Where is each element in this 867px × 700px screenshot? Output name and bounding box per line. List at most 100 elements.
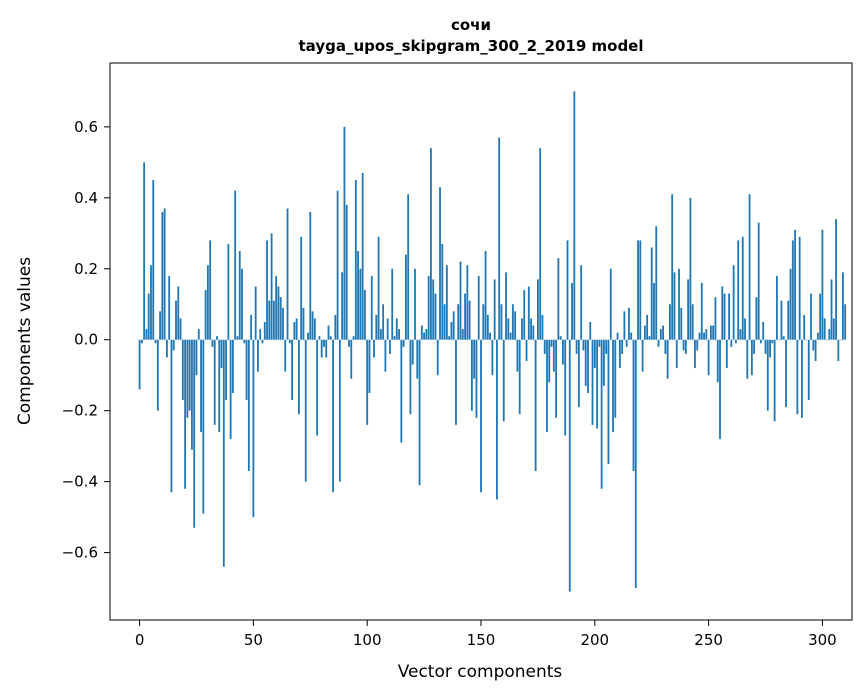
- bar: [814, 339, 817, 362]
- bar: [521, 318, 523, 340]
- bar: [343, 126, 346, 340]
- bar: [211, 339, 214, 347]
- bar: [623, 311, 626, 340]
- bar: [168, 275, 171, 340]
- bar: [238, 251, 241, 340]
- bar: [341, 272, 344, 340]
- bar: [229, 339, 232, 440]
- bar: [539, 148, 542, 340]
- bar: [546, 339, 548, 432]
- bar: [518, 339, 521, 415]
- bar: [810, 293, 812, 340]
- bar: [773, 339, 776, 422]
- bar: [145, 329, 148, 340]
- bar: [270, 233, 273, 340]
- bar: [311, 311, 314, 340]
- bar: [760, 339, 762, 344]
- bar: [329, 336, 332, 340]
- bar: [209, 240, 212, 340]
- x-tick-label: 50: [244, 631, 263, 649]
- bar: [470, 339, 473, 411]
- bar: [714, 297, 717, 340]
- bar: [746, 339, 749, 379]
- bar: [254, 286, 257, 340]
- bar: [284, 339, 287, 372]
- bar: [232, 339, 234, 393]
- bar: [400, 339, 403, 443]
- bar: [732, 265, 735, 340]
- bar: [523, 290, 526, 340]
- bar: [564, 339, 567, 436]
- bar: [807, 339, 810, 401]
- bar: [666, 339, 669, 379]
- bar: [468, 300, 471, 340]
- bar: [632, 339, 635, 471]
- y-tick-label: 0.4: [74, 189, 98, 207]
- bar: [218, 339, 221, 432]
- bar: [404, 254, 407, 340]
- bar: [625, 339, 628, 347]
- bar: [766, 339, 769, 411]
- bar: [282, 307, 284, 340]
- bar: [716, 339, 719, 383]
- bar: [464, 293, 466, 340]
- bar: [684, 339, 687, 354]
- bar: [443, 304, 446, 340]
- bar: [245, 339, 248, 401]
- bar: [186, 339, 189, 418]
- plot-frame: [109, 62, 853, 621]
- x-tick-label: 300: [808, 631, 837, 649]
- bar: [744, 318, 746, 340]
- bar: [452, 311, 455, 340]
- bar: [291, 339, 293, 401]
- bar: [243, 339, 246, 344]
- bar: [737, 240, 740, 340]
- bar: [279, 297, 282, 340]
- bar: [778, 339, 781, 341]
- bar: [700, 282, 703, 340]
- bar: [159, 311, 161, 340]
- bar-series: [138, 91, 847, 592]
- bar: [389, 339, 391, 354]
- bar: [762, 321, 765, 340]
- bar: [741, 236, 744, 340]
- bar: [402, 339, 405, 347]
- x-tick-label: 100: [353, 631, 382, 649]
- bar: [678, 268, 680, 340]
- bar: [671, 194, 674, 340]
- bar: [197, 329, 200, 340]
- bar: [382, 304, 385, 340]
- bar: [687, 279, 690, 340]
- bar: [313, 318, 316, 340]
- bar: [300, 236, 303, 340]
- bar: [466, 265, 469, 340]
- bar: [150, 265, 152, 340]
- bar: [816, 332, 819, 340]
- bar: [448, 336, 451, 340]
- bar: [505, 272, 507, 340]
- bar: [334, 314, 337, 340]
- bar: [591, 339, 594, 425]
- bar: [502, 339, 505, 422]
- x-tick-label: 200: [580, 631, 609, 649]
- bar: [548, 339, 551, 383]
- bar: [562, 339, 564, 365]
- x-axis-ticks: 0 50 100 150 200 250 300: [135, 620, 837, 649]
- bar: [288, 339, 291, 344]
- bar: [655, 226, 658, 340]
- bar: [450, 321, 453, 340]
- bar: [673, 272, 676, 340]
- bar: [395, 318, 398, 340]
- bar: [771, 339, 774, 344]
- bar: [332, 339, 334, 493]
- bar: [634, 339, 637, 589]
- x-tick-label: 0: [135, 631, 145, 649]
- bar: [323, 339, 325, 347]
- x-tick-label: 150: [467, 631, 496, 649]
- bar: [821, 229, 824, 340]
- bar: [832, 318, 835, 340]
- y-tick-label: 0.2: [74, 260, 98, 278]
- bar: [272, 300, 275, 340]
- bar: [295, 318, 298, 340]
